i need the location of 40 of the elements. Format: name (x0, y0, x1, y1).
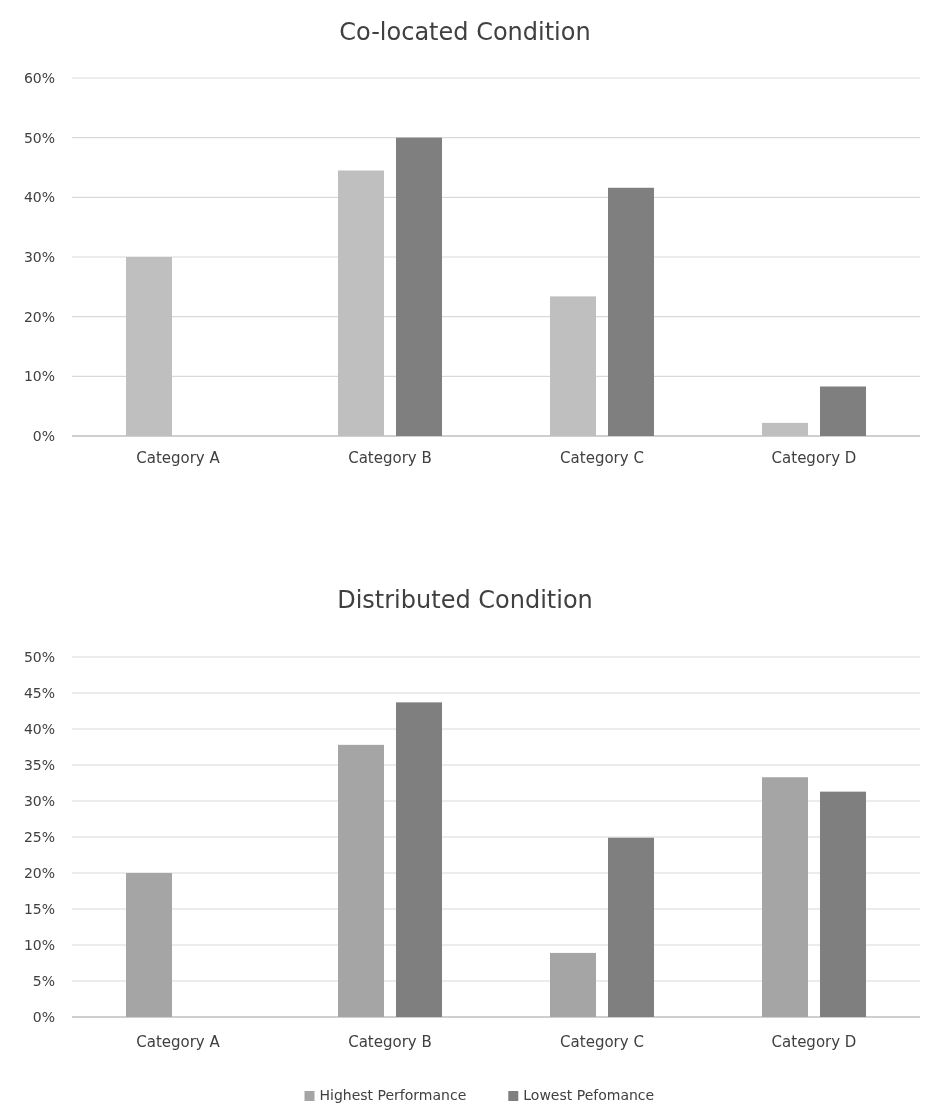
bar (396, 702, 442, 1017)
y-tick-label: 0% (32, 1008, 55, 1025)
bar (762, 777, 808, 1017)
y-tick-label: 60% (23, 69, 55, 86)
legend-label: Highest Performance (319, 1087, 467, 1103)
bar (608, 187, 654, 436)
x-tick-label: Category B (348, 449, 432, 467)
x-tick-label: Category A (136, 1033, 221, 1051)
x-tick-label: Category C (560, 1033, 644, 1051)
y-tick-label: 0% (32, 427, 55, 444)
x-tick-label: Category A (136, 449, 221, 467)
legend-label: Lowest Pefomance (523, 1087, 655, 1103)
bar (338, 744, 384, 1017)
bar (550, 952, 596, 1017)
bar (820, 386, 866, 436)
x-tick-label: Category D (771, 449, 857, 467)
bar (126, 873, 172, 1017)
y-tick-label: 30% (23, 248, 55, 265)
y-tick-label: 25% (23, 828, 55, 845)
y-tick-label: 10% (23, 368, 55, 385)
chart-title: Distributed Condition (337, 586, 593, 614)
y-tick-label: 5% (32, 972, 55, 989)
y-tick-label: 10% (23, 936, 55, 953)
y-tick-label: 40% (23, 720, 55, 737)
bar (820, 791, 866, 1017)
y-tick-label: 35% (23, 756, 55, 773)
bar (608, 837, 654, 1017)
y-tick-label: 20% (23, 864, 55, 881)
y-tick-label: 40% (23, 189, 55, 206)
x-tick-label: Category B (348, 1033, 432, 1051)
y-tick-label: 20% (23, 308, 55, 325)
y-tick-label: 50% (23, 129, 55, 146)
chart-title: Co-located Condition (339, 18, 591, 46)
y-tick-label: 30% (23, 792, 55, 809)
bar (396, 137, 442, 436)
x-tick-label: Category C (560, 449, 644, 467)
y-tick-label: 50% (23, 648, 55, 665)
y-tick-label: 15% (23, 900, 55, 917)
y-tick-label: 45% (23, 684, 55, 701)
x-tick-label: Category D (771, 1033, 857, 1051)
